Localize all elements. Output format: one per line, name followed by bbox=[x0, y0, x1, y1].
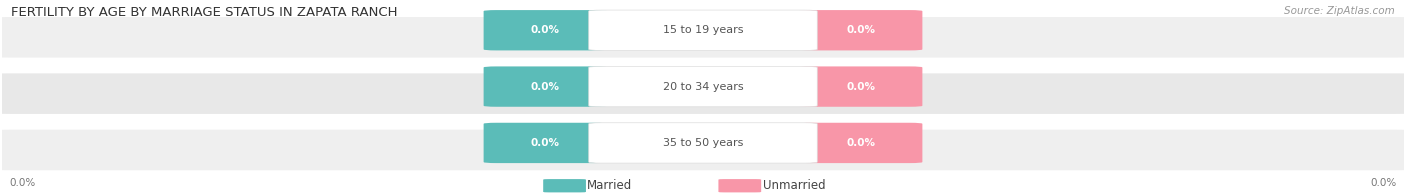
Text: 0.0%: 0.0% bbox=[846, 138, 875, 148]
FancyBboxPatch shape bbox=[484, 66, 607, 107]
Text: 0.0%: 0.0% bbox=[531, 138, 560, 148]
Text: 0.0%: 0.0% bbox=[846, 25, 875, 35]
Text: Source: ZipAtlas.com: Source: ZipAtlas.com bbox=[1284, 6, 1395, 16]
FancyBboxPatch shape bbox=[718, 179, 761, 192]
FancyBboxPatch shape bbox=[799, 123, 922, 163]
FancyBboxPatch shape bbox=[484, 123, 607, 163]
Text: 0.0%: 0.0% bbox=[531, 82, 560, 92]
Text: 0.0%: 0.0% bbox=[8, 179, 35, 189]
Text: 20 to 34 years: 20 to 34 years bbox=[662, 82, 744, 92]
FancyBboxPatch shape bbox=[799, 66, 922, 107]
Text: 15 to 19 years: 15 to 19 years bbox=[662, 25, 744, 35]
Text: Unmarried: Unmarried bbox=[762, 179, 825, 192]
Text: Married: Married bbox=[588, 179, 633, 192]
Text: 0.0%: 0.0% bbox=[1371, 179, 1398, 189]
Text: 35 to 50 years: 35 to 50 years bbox=[662, 138, 744, 148]
Text: 0.0%: 0.0% bbox=[846, 82, 875, 92]
FancyBboxPatch shape bbox=[0, 73, 1406, 114]
Text: FERTILITY BY AGE BY MARRIAGE STATUS IN ZAPATA RANCH: FERTILITY BY AGE BY MARRIAGE STATUS IN Z… bbox=[11, 6, 398, 19]
FancyBboxPatch shape bbox=[0, 130, 1406, 170]
FancyBboxPatch shape bbox=[0, 17, 1406, 58]
FancyBboxPatch shape bbox=[589, 10, 817, 50]
Text: 0.0%: 0.0% bbox=[531, 25, 560, 35]
FancyBboxPatch shape bbox=[484, 10, 607, 50]
FancyBboxPatch shape bbox=[543, 179, 586, 192]
FancyBboxPatch shape bbox=[589, 123, 817, 163]
FancyBboxPatch shape bbox=[589, 66, 817, 107]
FancyBboxPatch shape bbox=[799, 10, 922, 50]
